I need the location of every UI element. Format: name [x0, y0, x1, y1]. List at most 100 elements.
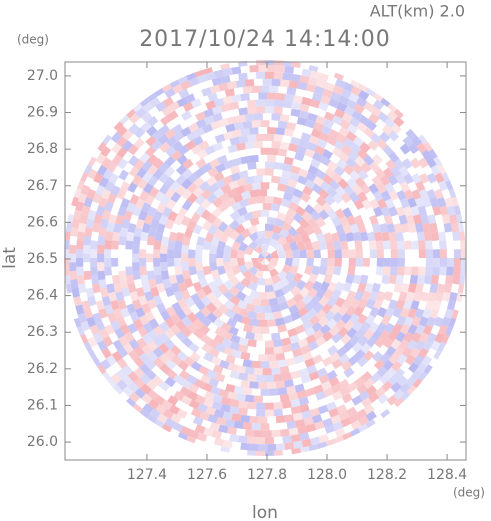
radar-cell	[154, 274, 164, 285]
y-tick-label: 26.0	[27, 434, 58, 450]
radar-cell	[338, 410, 350, 421]
radar-cell	[358, 390, 370, 401]
radar-cell	[223, 299, 235, 311]
radar-cell	[225, 308, 236, 320]
radar-cell	[113, 121, 124, 131]
radar-cell	[343, 138, 355, 149]
radar-cell	[448, 317, 457, 328]
radar-cell	[285, 185, 296, 195]
radar-cell	[135, 218, 145, 229]
radar-cell	[280, 428, 290, 437]
radar-cell	[215, 343, 226, 353]
radar-cell	[304, 240, 314, 251]
radar-cell	[234, 223, 246, 235]
radar-cell	[430, 340, 441, 352]
radar-cell	[98, 197, 108, 208]
radar-cell	[181, 326, 193, 338]
radar-cell	[220, 446, 230, 453]
radar-cell	[232, 313, 244, 323]
radar-cell	[194, 424, 206, 434]
radar-cell	[222, 331, 233, 341]
radar-cell	[334, 427, 346, 438]
radar-cell	[158, 353, 170, 365]
radar-cell	[275, 317, 285, 327]
radar-cell	[292, 212, 304, 224]
radar-cell	[439, 258, 447, 267]
radar-cell	[71, 218, 80, 229]
radar-cell	[396, 240, 405, 250]
radar-cell	[401, 346, 413, 358]
radar-cell	[418, 316, 429, 327]
radar-cell	[346, 290, 357, 301]
radar-cell	[327, 249, 335, 258]
radar-cell	[132, 403, 143, 413]
radar-cell	[200, 333, 212, 345]
radar-cell	[300, 232, 311, 244]
radar-cell	[393, 223, 403, 233]
radar-cell	[125, 266, 134, 276]
radar-cell	[151, 129, 164, 141]
radar-cell	[423, 364, 433, 375]
radar-cell	[350, 79, 361, 88]
radar-cell	[258, 64, 268, 72]
radar-cell	[253, 113, 263, 121]
radar-cell	[267, 64, 277, 73]
radar-cell	[201, 87, 212, 97]
radar-cell	[64, 231, 71, 241]
radar-cell	[393, 116, 405, 128]
radar-cell	[231, 413, 242, 422]
radar-cell	[273, 450, 283, 456]
radar-cell	[383, 258, 391, 267]
radar-cell	[182, 158, 194, 170]
radar-cell	[188, 383, 199, 394]
radar-cell	[269, 85, 279, 93]
radar-cell	[434, 172, 445, 184]
radar-field	[64, 60, 466, 456]
radar-cell	[309, 315, 321, 326]
radar-cell	[358, 115, 370, 126]
radar-cell	[357, 423, 369, 433]
radar-cell	[216, 240, 226, 251]
radar-cell	[253, 305, 263, 314]
radar-cell	[127, 371, 139, 383]
radar-cell	[326, 135, 338, 146]
radar-cell	[306, 258, 314, 267]
radar-cell	[258, 444, 268, 452]
radar-cell	[120, 307, 130, 319]
radar-cell	[102, 371, 112, 382]
radar-cell	[388, 130, 400, 142]
radar-cell	[290, 194, 302, 205]
radar-cell	[339, 386, 351, 397]
radar-cell	[136, 337, 148, 349]
radar-cell	[236, 142, 246, 151]
radar-cell	[95, 205, 105, 216]
radar-cell	[265, 230, 274, 239]
radar-cell	[141, 344, 153, 356]
radar-cell	[216, 249, 224, 258]
radar-cell	[247, 134, 257, 142]
radar-cell	[240, 93, 250, 102]
radar-cell	[348, 313, 360, 325]
radar-cell	[368, 321, 379, 333]
radar-cell	[207, 167, 219, 178]
radar-cell	[92, 222, 101, 233]
radar-cell	[326, 318, 338, 330]
radar-cell	[282, 264, 292, 275]
radar-cell	[139, 152, 151, 164]
radar-cell	[407, 324, 418, 335]
radar-cell	[353, 199, 365, 210]
radar-cell	[181, 110, 193, 121]
radar-cell	[127, 283, 137, 293]
radar-cell	[139, 97, 150, 107]
radar-cell	[382, 167, 394, 179]
radar-cell	[256, 71, 265, 79]
radar-cell	[194, 378, 206, 389]
radar-cell	[132, 236, 141, 246]
radar-cell	[139, 258, 147, 267]
radar-cell	[247, 224, 258, 235]
radar-cell	[247, 374, 257, 382]
y-tick-label: 26.6	[27, 214, 58, 230]
radar-cell	[186, 182, 198, 194]
radar-cell	[238, 170, 249, 179]
radar-cell	[170, 413, 182, 424]
